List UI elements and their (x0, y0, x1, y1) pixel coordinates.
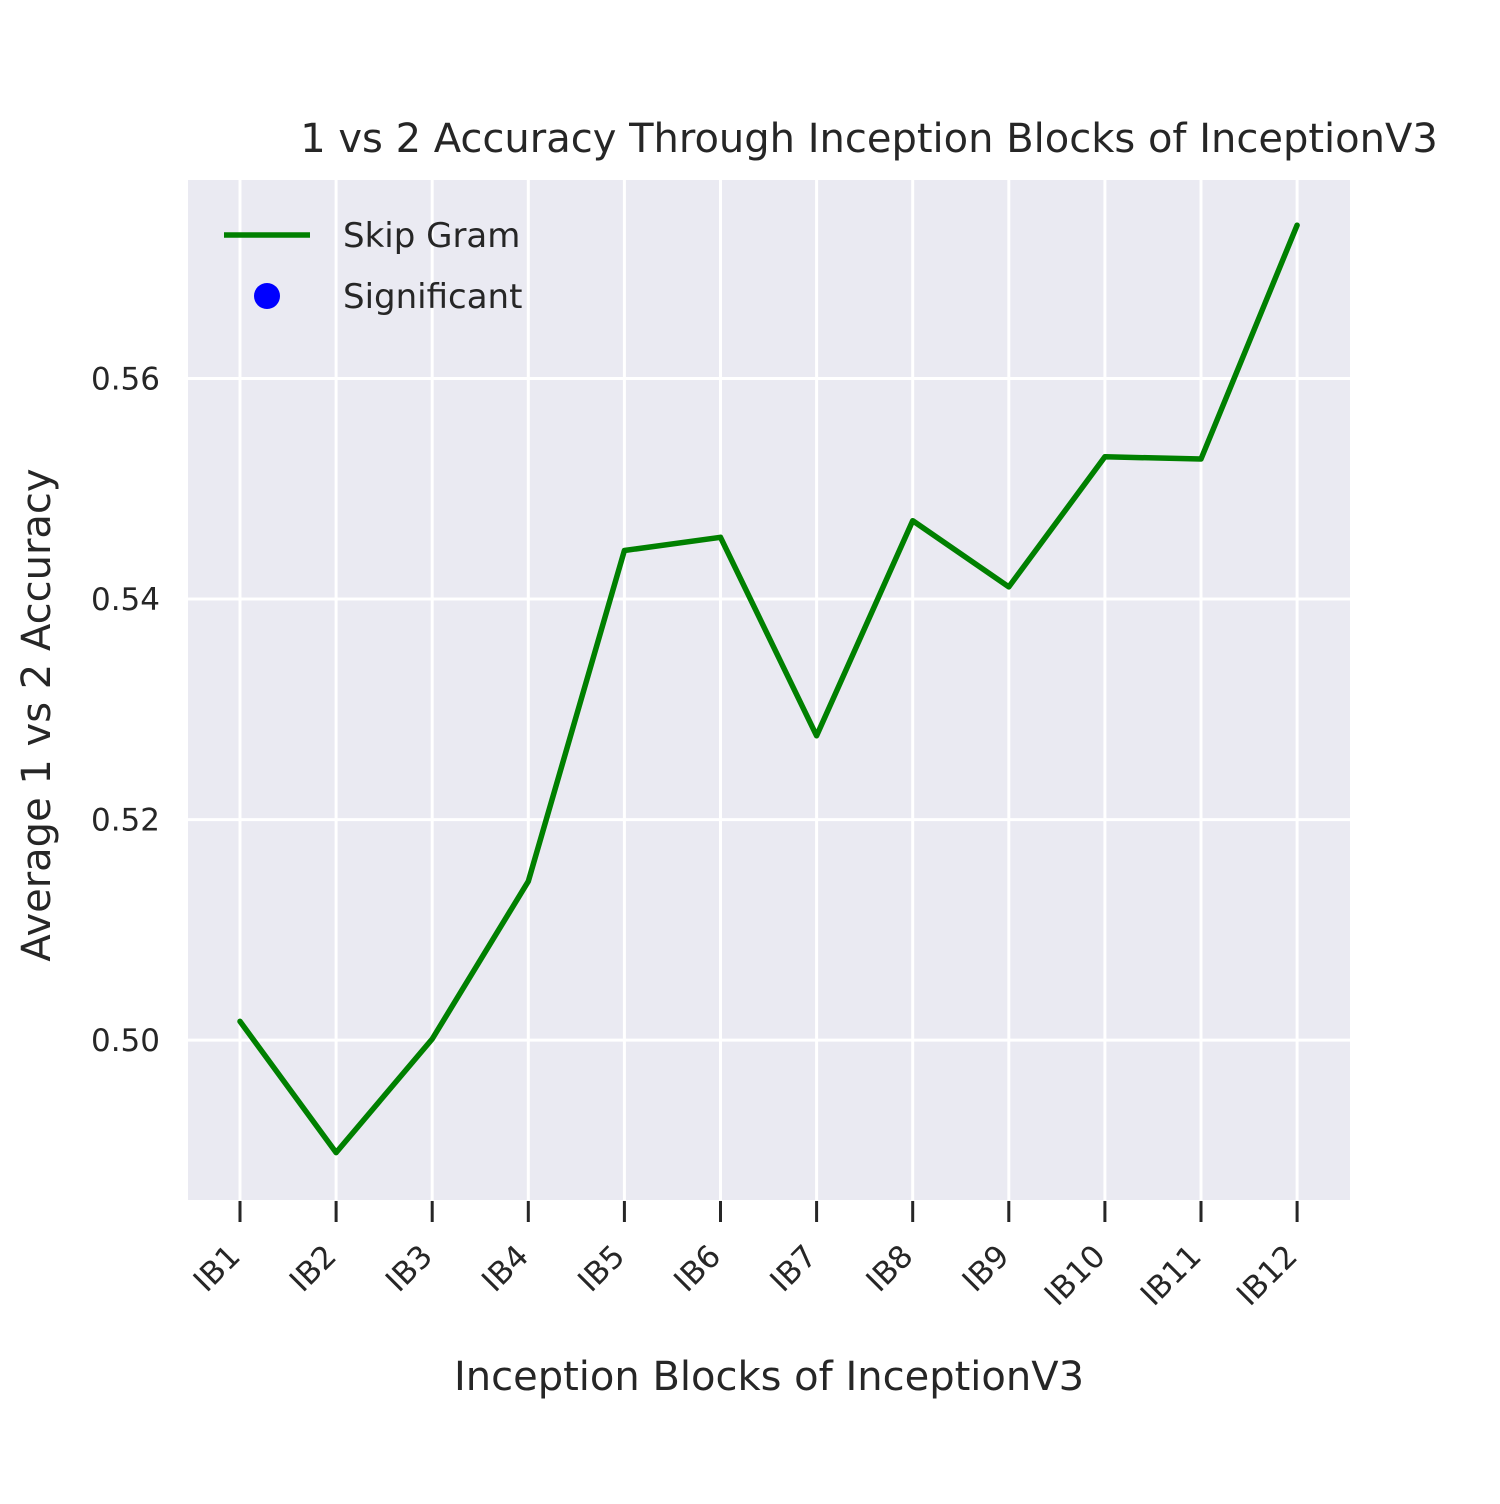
x-tick-label: IB6 (667, 1238, 728, 1299)
x-tick-label: IB8 (859, 1238, 920, 1299)
data-point (525, 878, 531, 884)
data-point (237, 1018, 243, 1024)
x-tick-label: IB10 (1038, 1238, 1113, 1313)
data-point (1006, 584, 1012, 590)
x-tick-label: IB1 (187, 1238, 248, 1299)
chart-title: 1 vs 2 Accuracy Through Inception Blocks… (300, 116, 1438, 162)
x-tick-label: IB7 (763, 1238, 824, 1299)
y-tick-label: 0.54 (91, 582, 160, 618)
data-point (621, 548, 627, 554)
y-axis-ticks: 0.50 0.52 0.54 0.56 (91, 361, 160, 1059)
x-tick-label: IB3 (379, 1238, 440, 1299)
data-point (1102, 454, 1108, 460)
data-point (910, 518, 916, 524)
data-point (333, 1150, 339, 1156)
legend-label: Skip Gram (343, 216, 520, 256)
y-axis-label: Average 1 vs 2 Accuracy (14, 468, 60, 961)
series-layer (237, 222, 1300, 1156)
data-point (814, 733, 820, 739)
x-tick-label: IB12 (1230, 1238, 1305, 1313)
y-tick-label: 0.56 (91, 361, 160, 397)
y-tick-label: 0.50 (91, 1023, 160, 1059)
x-axis-ticks: IB1 IB2 IB3 IB4 IB5 IB6 IB7 IB8 IB9 IB10 IB11 IB12 (187, 1201, 1305, 1313)
x-tick-label: IB11 (1134, 1238, 1209, 1313)
x-axis-label: Inception Blocks of InceptionV3 (454, 1354, 1084, 1400)
data-point (1294, 222, 1300, 228)
data-point (1198, 456, 1204, 462)
data-point (429, 1036, 435, 1042)
plot-area (188, 180, 1350, 1200)
data-point (718, 534, 723, 540)
legend-label: Significant (343, 277, 522, 317)
legend: Skip Gram Significant (224, 216, 522, 317)
x-tick-label: IB2 (283, 1238, 344, 1299)
x-tick-label: IB5 (571, 1238, 632, 1299)
legend-dot-swatch (254, 283, 280, 309)
x-tick-label: IB9 (956, 1238, 1017, 1299)
series-line (237, 222, 1300, 1156)
grid-lines (188, 180, 1350, 1200)
y-tick-label: 0.52 (91, 803, 160, 839)
x-tick-label: IB4 (475, 1238, 536, 1299)
